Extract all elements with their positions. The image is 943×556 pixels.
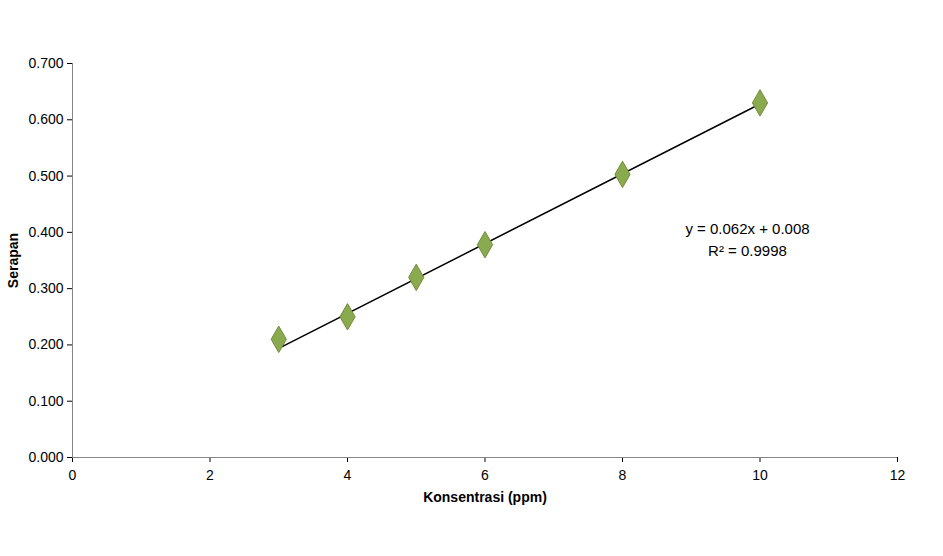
svg-text:0.100: 0.100 [28,393,63,409]
svg-text:y = 0.062x + 0.008: y = 0.062x + 0.008 [685,220,809,237]
svg-text:6: 6 [481,467,489,483]
svg-text:2: 2 [206,467,214,483]
svg-text:0.700: 0.700 [28,55,63,71]
svg-text:12: 12 [890,467,906,483]
svg-text:0.500: 0.500 [28,168,63,184]
svg-text:0.600: 0.600 [28,111,63,127]
svg-text:8: 8 [619,467,627,483]
svg-text:0.400: 0.400 [28,224,63,240]
svg-text:0.200: 0.200 [28,336,63,352]
svg-text:0: 0 [69,467,77,483]
svg-text:0.300: 0.300 [28,280,63,296]
svg-text:10: 10 [752,467,768,483]
svg-text:4: 4 [344,467,352,483]
svg-text:Serapan: Serapan [5,233,21,288]
svg-text:R² = 0.9998: R² = 0.9998 [708,242,787,259]
svg-text:0.000: 0.000 [28,449,63,465]
svg-text:Konsentrasi (ppm): Konsentrasi (ppm) [423,489,547,505]
